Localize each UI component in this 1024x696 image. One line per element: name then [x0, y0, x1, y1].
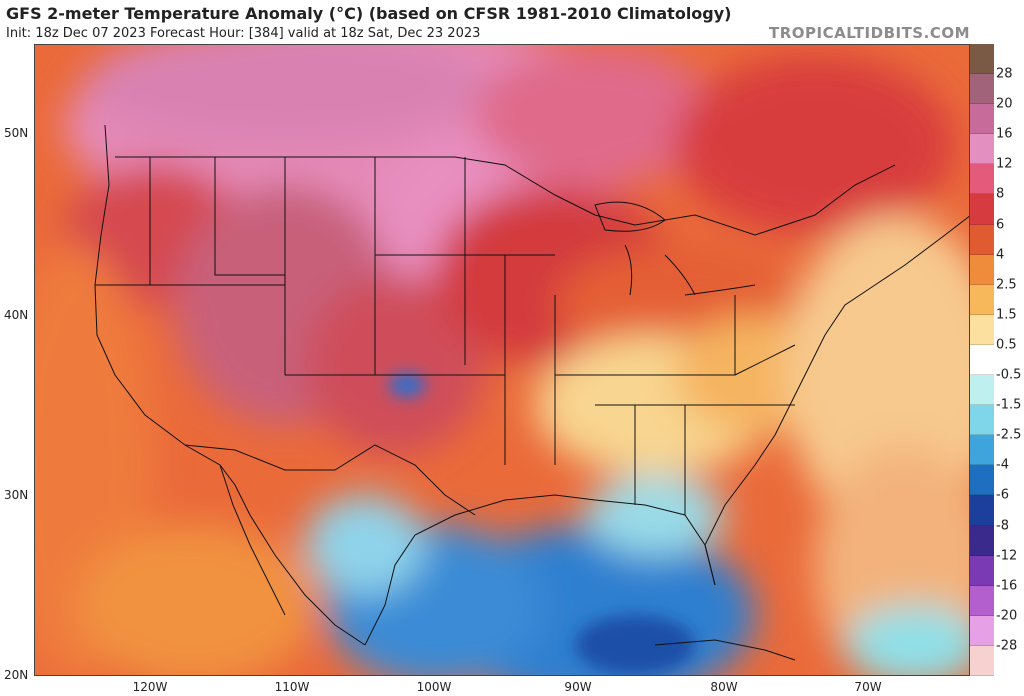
colorbar-tick-label: -28: [996, 638, 1018, 654]
colorbar-swatch: [970, 254, 994, 285]
temperature-anomaly-map: [34, 44, 970, 676]
colorbar-tick-label: -1.5: [996, 397, 1022, 413]
colorbar-swatch: [970, 525, 994, 556]
colorbar-swatch: [970, 134, 994, 165]
colorbar-tick-label: 20: [996, 96, 1013, 112]
colorbar-swatch: [970, 44, 994, 75]
colorbar-tick-label: 12: [996, 156, 1013, 172]
colorbar-tick-label: -4: [996, 457, 1009, 473]
colorbar-tick-label: -20: [996, 608, 1018, 624]
colorbar-tick-label: 0.5: [996, 337, 1017, 353]
colorbar-swatch: [970, 74, 994, 105]
colorbar-tick-label: 6: [996, 217, 1005, 233]
colorbar-swatch: [970, 284, 994, 315]
colorbar-tick-label: 4: [996, 247, 1005, 263]
colorbar-swatch: [970, 224, 994, 255]
colorbar-tick-label: -6: [996, 487, 1009, 503]
colorbar-tick-label: 8: [996, 186, 1005, 202]
lon-label-90w: 90W: [564, 680, 592, 694]
colorbar-swatch: [970, 194, 994, 225]
colorbar-tick-label: -2.5: [996, 427, 1022, 443]
colorbar-swatch: [970, 104, 994, 135]
lon-label-70w: 70W: [854, 680, 882, 694]
colorbar-tick-label: 16: [996, 126, 1013, 142]
colorbar-tick-label: -16: [996, 578, 1018, 594]
lon-label-80w: 80W: [710, 680, 738, 694]
colorbar-swatch: [970, 164, 994, 195]
lon-label-120w: 120W: [132, 680, 168, 694]
lon-label-110w: 110W: [274, 680, 310, 694]
site-watermark: TROPICALTIDBITS.COM: [769, 24, 970, 42]
colorbar-tick-label: 1.5: [996, 307, 1017, 323]
colorbar-swatch: [970, 555, 994, 586]
colorbar-tick-label: -8: [996, 518, 1009, 534]
colorbar-swatch: [970, 314, 994, 345]
colorbar-swatch: [970, 495, 994, 526]
colorbar-swatch: [970, 375, 994, 406]
lat-label-20n: 20N: [4, 668, 29, 682]
colorbar-tick-label: -12: [996, 548, 1018, 564]
colorbar-swatch: [970, 344, 994, 376]
colorbar-tick-label: -0.5: [996, 367, 1022, 383]
colorbar-tick-label: 2.5: [996, 277, 1017, 293]
lat-label-50n: 50N: [4, 126, 29, 140]
colorbar-swatch: [970, 645, 994, 676]
colorbar-swatch: [970, 435, 994, 466]
lon-label-100w: 100W: [416, 680, 452, 694]
init-valid-time: Init: 18z Dec 07 2023 Forecast Hour: [38…: [6, 26, 481, 41]
lat-label-30n: 30N: [4, 488, 29, 502]
lat-label-40n: 40N: [4, 308, 29, 322]
colorbar-swatch: [970, 615, 994, 646]
colorbar-swatch: [970, 585, 994, 616]
map-title: GFS 2-meter Temperature Anomaly (°C) (ba…: [6, 4, 732, 23]
colorbar: [970, 44, 994, 676]
colorbar-tick-label: 28: [996, 66, 1013, 82]
colorbar-swatch: [970, 405, 994, 436]
colorbar-swatch: [970, 465, 994, 496]
